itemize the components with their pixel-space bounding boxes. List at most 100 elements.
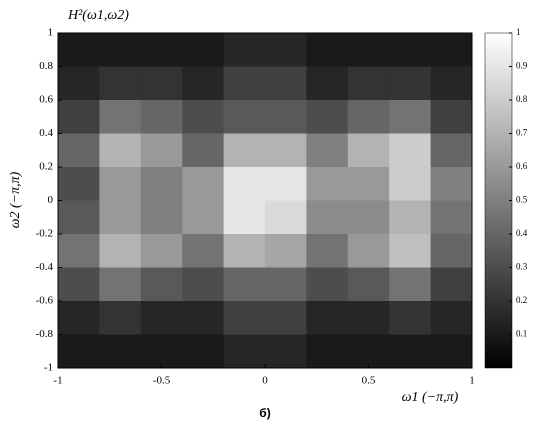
heatmap-cell xyxy=(306,100,349,134)
heatmap-cell xyxy=(306,301,349,335)
heatmap-cell xyxy=(182,301,225,335)
heatmap-cell xyxy=(430,133,473,168)
heatmap-cell xyxy=(140,167,183,201)
heatmap-cell xyxy=(140,334,183,369)
heatmap-cell xyxy=(223,267,266,302)
heatmap-cell xyxy=(347,167,390,201)
chart-title: H²(ω1,ω2) xyxy=(67,8,129,23)
heatmap-cell xyxy=(58,133,100,168)
heatmap-cell xyxy=(223,301,266,335)
heatmap-cell xyxy=(265,267,307,302)
heatmap-cell xyxy=(430,234,473,268)
colorbar-tick-label: 1 xyxy=(516,27,521,37)
heatmap-cell xyxy=(347,100,390,134)
y-tick-label: 0.8 xyxy=(39,60,53,72)
heatmap-cell xyxy=(430,100,473,134)
y-tick-label: -0.8 xyxy=(36,328,54,340)
heatmap-cell xyxy=(306,334,349,369)
y-tick-label: -0.2 xyxy=(36,228,53,240)
x-tick-label: -1 xyxy=(53,375,62,387)
heatmap-cell xyxy=(58,234,100,268)
x-tick-label: 1 xyxy=(469,375,475,387)
heatmap-cell xyxy=(99,301,142,335)
heatmap-cell xyxy=(347,133,390,168)
heatmap-cell xyxy=(58,301,100,335)
heatmap-cell xyxy=(347,334,390,369)
heatmap-cell xyxy=(140,66,183,101)
heatmap-cell xyxy=(182,267,225,302)
heatmap-cell xyxy=(99,334,142,369)
heatmap-cell xyxy=(389,301,432,335)
heatmap-cell xyxy=(99,33,142,67)
heatmap-cell xyxy=(58,100,100,134)
y-tick-label: 0.4 xyxy=(39,127,53,139)
heatmap-cell xyxy=(99,66,142,101)
x-tick-label: 0.5 xyxy=(362,375,376,387)
heatmap-cell xyxy=(140,33,183,67)
heatmap-cell xyxy=(306,167,349,201)
heatmap-cell xyxy=(140,301,183,335)
heatmap-cell xyxy=(347,301,390,335)
heatmap-cell xyxy=(430,66,473,101)
heatmap-cell xyxy=(182,334,225,369)
heatmap-cell xyxy=(306,66,349,101)
heatmap-cell xyxy=(265,167,307,201)
colorbar-tick-label: 0.7 xyxy=(516,128,528,138)
heatmap-cell xyxy=(306,133,349,168)
heatmap-cell xyxy=(347,234,390,268)
heatmap-cell xyxy=(389,133,432,168)
heatmap-cell xyxy=(347,66,390,101)
heatmap-cell xyxy=(306,267,349,302)
heatmap-cell xyxy=(140,133,183,168)
heatmap-cell xyxy=(389,167,432,201)
heatmap-cell xyxy=(58,334,100,369)
heatmap-cell xyxy=(430,301,473,335)
heatmap-cell xyxy=(99,167,142,201)
caption: б) xyxy=(259,406,270,420)
heatmap-cell xyxy=(223,200,266,235)
heatmap-cell xyxy=(389,234,432,268)
heatmap-cell xyxy=(265,234,307,268)
colorbar-tick-label: 0.3 xyxy=(516,262,528,272)
heatmap-cell xyxy=(58,66,100,101)
heatmap-cell xyxy=(140,267,183,302)
heatmap-cell xyxy=(347,33,390,67)
heatmap-cell xyxy=(223,100,266,134)
heatmap-cell xyxy=(223,33,266,67)
heatmap-cell xyxy=(182,33,225,67)
heatmap-cell xyxy=(58,200,100,235)
heatmap-cell xyxy=(265,66,307,101)
heatmap-cell xyxy=(140,200,183,235)
heatmap-cell xyxy=(182,66,225,101)
heatmap-cell xyxy=(182,167,225,201)
heatmap-cell xyxy=(223,66,266,101)
heatmap-cell xyxy=(306,33,349,67)
y-tick-label: 1 xyxy=(48,27,54,39)
heatmap-cell xyxy=(99,133,142,168)
heatmap-cell xyxy=(347,200,390,235)
heatmap-cell xyxy=(99,267,142,302)
heatmap-cell xyxy=(140,100,183,134)
y-tick-label: 0.2 xyxy=(39,161,53,173)
y-axis-label: ω2 (−π,π) xyxy=(8,171,23,228)
heatmap-cell xyxy=(182,200,225,235)
heatmap-cell xyxy=(430,167,473,201)
heatmap-cell xyxy=(58,267,100,302)
heatmap-cell xyxy=(58,33,100,67)
heatmap-cell xyxy=(182,100,225,134)
heatmap-cell xyxy=(265,200,307,235)
heatmap-cell xyxy=(430,267,473,302)
heatmap-cell xyxy=(223,167,266,201)
heatmap-cell xyxy=(389,100,432,134)
heatmap-cell xyxy=(182,234,225,268)
heatmap-cell xyxy=(140,234,183,268)
y-tick-label: -1 xyxy=(44,362,53,374)
y-tick-label: -0.6 xyxy=(36,295,54,307)
heatmap-cell xyxy=(430,334,473,369)
colorbar-tick-label: 0.1 xyxy=(516,329,527,339)
colorbar-tick-label: 0.6 xyxy=(516,161,528,171)
heatmap-cell xyxy=(99,234,142,268)
heatmap-cell xyxy=(223,334,266,369)
